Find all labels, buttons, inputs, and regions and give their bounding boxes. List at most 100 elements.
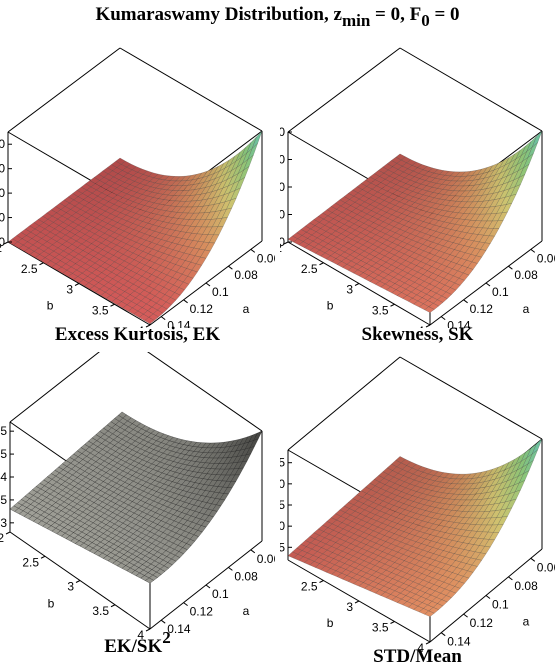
a-tick-label: 0.1 bbox=[212, 587, 229, 601]
a-tick-mark bbox=[485, 282, 491, 287]
z-tick-label: 10 bbox=[280, 519, 285, 533]
figure-title-subscript: min bbox=[341, 11, 371, 30]
b-tick-mark bbox=[425, 641, 431, 645]
a-tick-mark bbox=[463, 613, 468, 618]
z-tick-label: 20 bbox=[280, 208, 285, 222]
z-tick-label: 40 bbox=[280, 180, 285, 194]
panel-std-over-mean: 5 10 15 20 25 2.5 3 3.5 4 b 0.06 0.08 0.1 0.12 0.14 a S… bbox=[280, 352, 555, 667]
caption-skewness: Skewness, SK bbox=[280, 316, 555, 346]
b-tick-mark bbox=[74, 283, 80, 286]
b-tick-label: 2 bbox=[0, 531, 4, 545]
a-tick-label: 0.12 bbox=[190, 605, 214, 619]
a-tick-mark bbox=[228, 566, 233, 571]
surface-cell bbox=[144, 577, 155, 584]
a-tick-mark bbox=[440, 632, 446, 637]
b-tick-label: 2.5 bbox=[21, 262, 38, 276]
a-tick-mark bbox=[160, 316, 166, 321]
b-tick-mark bbox=[75, 580, 81, 583]
figure-title-text: Kumaraswamy Distribution, z bbox=[95, 4, 342, 25]
caption-text: EK/SK bbox=[104, 636, 163, 657]
a-tick-label: 0.06 bbox=[257, 251, 275, 265]
figure-title-text-2: = 0, F bbox=[370, 4, 422, 25]
b-tick-mark bbox=[319, 262, 324, 266]
box-edge-top-back-right bbox=[399, 356, 543, 440]
b-tick-label: 4 bbox=[137, 324, 144, 328]
b-tick-label: 4 bbox=[417, 641, 424, 652]
b-tick-label: 3 bbox=[346, 283, 353, 297]
a-tick-mark bbox=[250, 248, 256, 253]
a-tick-mark bbox=[228, 265, 233, 270]
a-tick-mark bbox=[530, 248, 536, 253]
b-tick-label: 3.5 bbox=[92, 604, 109, 618]
surface bbox=[7, 130, 263, 325]
b-tick-mark bbox=[110, 604, 116, 608]
figure-title-text-3: = 0 bbox=[429, 4, 460, 25]
box-edge-top-back-left bbox=[287, 356, 401, 451]
b-tick-label: 3.5 bbox=[372, 621, 389, 635]
panel-excess-kurtosis: 0 2000 4000 6000 8000 2 2.5 3 3.5 4 b 0.06 0.08 0.1 0.… bbox=[0, 28, 275, 345]
box-edge-top-back-right bbox=[147, 352, 263, 432]
caption-text: Skewness, SK bbox=[361, 324, 474, 345]
a-tick-mark bbox=[160, 619, 166, 624]
a-tick-label: 0.06 bbox=[537, 560, 555, 574]
a-axis-label: a bbox=[243, 604, 250, 618]
caption-text: Excess Kurtosis, EK bbox=[54, 324, 221, 345]
surface bbox=[9, 411, 263, 584]
a-tick-mark bbox=[205, 584, 211, 589]
z-tick-label: 15 bbox=[280, 498, 285, 512]
box-edge-top-back-left bbox=[9, 352, 100, 423]
a-tick-label: 0.14 bbox=[447, 319, 471, 328]
b-tick-label: 3.5 bbox=[372, 303, 389, 317]
b-tick-label: 3 bbox=[66, 283, 73, 297]
a-tick-label: 0.14 bbox=[447, 635, 471, 649]
z-tick-label: 0 bbox=[280, 235, 285, 249]
a-tick-mark bbox=[440, 316, 446, 321]
z-tick-label: 0 bbox=[0, 235, 5, 249]
a-tick-mark bbox=[530, 557, 536, 562]
b-tick-label: 3.5 bbox=[92, 303, 109, 317]
a-tick-label: 0.08 bbox=[514, 579, 538, 593]
caption-excess-kurtosis: Excess Kurtosis, EK bbox=[0, 316, 275, 346]
a-tick-label: 0.08 bbox=[234, 268, 258, 282]
surface-cell bbox=[424, 306, 435, 313]
b-tick-mark bbox=[3, 241, 9, 245]
surface bbox=[287, 130, 543, 313]
a-tick-label: 0.08 bbox=[234, 569, 258, 583]
figure-title: Kumaraswamy Distribution, zmin = 0, F0 =… bbox=[0, 4, 555, 31]
a-tick-label: 0.12 bbox=[470, 302, 494, 316]
b-tick-label: 3 bbox=[346, 600, 353, 614]
a-tick-label: 0.1 bbox=[492, 285, 509, 299]
z-tick-label: 1.4 bbox=[0, 470, 7, 484]
a-axis-label: a bbox=[523, 615, 530, 629]
b-tick-mark bbox=[354, 600, 360, 604]
a-tick-label: 0.06 bbox=[537, 251, 555, 265]
z-tick-label: 80 bbox=[280, 125, 285, 139]
panel-ek-over-sk2: 1.3 1.35 1.4 1.45 1.5 2 2.5 3 3.5 4 b 0.06 0.08 0.1 0.… bbox=[0, 352, 275, 657]
a-tick-mark bbox=[508, 576, 513, 581]
b-tick-mark bbox=[283, 241, 289, 245]
b-tick-label: 2.5 bbox=[301, 580, 318, 594]
a-tick-mark bbox=[183, 602, 188, 607]
b-tick-mark bbox=[39, 262, 44, 266]
z-tick-label: 1.3 bbox=[0, 516, 7, 530]
plot-ek-over-sk2: 1.3 1.35 1.4 1.45 1.5 2 2.5 3 3.5 4 b 0.06 0.08 0.1 0.… bbox=[0, 352, 275, 642]
a-tick-label: 0.12 bbox=[190, 302, 214, 316]
box-edge-top-back-right bbox=[399, 47, 543, 132]
caption-std-over-mean: STD/Mean bbox=[280, 638, 555, 668]
b-tick-label: 3 bbox=[67, 580, 74, 594]
z-tick-label: 6000 bbox=[0, 162, 5, 176]
a-tick-label: 0.14 bbox=[167, 319, 191, 328]
z-tick-label: 60 bbox=[280, 153, 285, 167]
figure-title-subscript-2: 0 bbox=[421, 11, 430, 30]
caption-superscript: 2 bbox=[162, 628, 171, 647]
b-tick-label: 2 bbox=[280, 241, 282, 255]
caption-text: STD/Mean bbox=[373, 646, 462, 667]
a-axis-label: a bbox=[243, 302, 250, 316]
surface bbox=[287, 438, 543, 617]
a-tick-label: 0.08 bbox=[514, 268, 538, 282]
b-tick-mark bbox=[354, 283, 360, 286]
b-tick-mark bbox=[40, 555, 46, 559]
plot-skewness: 0 20 40 60 80 2 2.5 3 3.5 4 b 0.06 0.08 0.1 0.12 0.14 a bbox=[280, 47, 555, 328]
z-tick-label: 1.45 bbox=[0, 447, 7, 461]
z-tick-label: 20 bbox=[280, 477, 285, 491]
